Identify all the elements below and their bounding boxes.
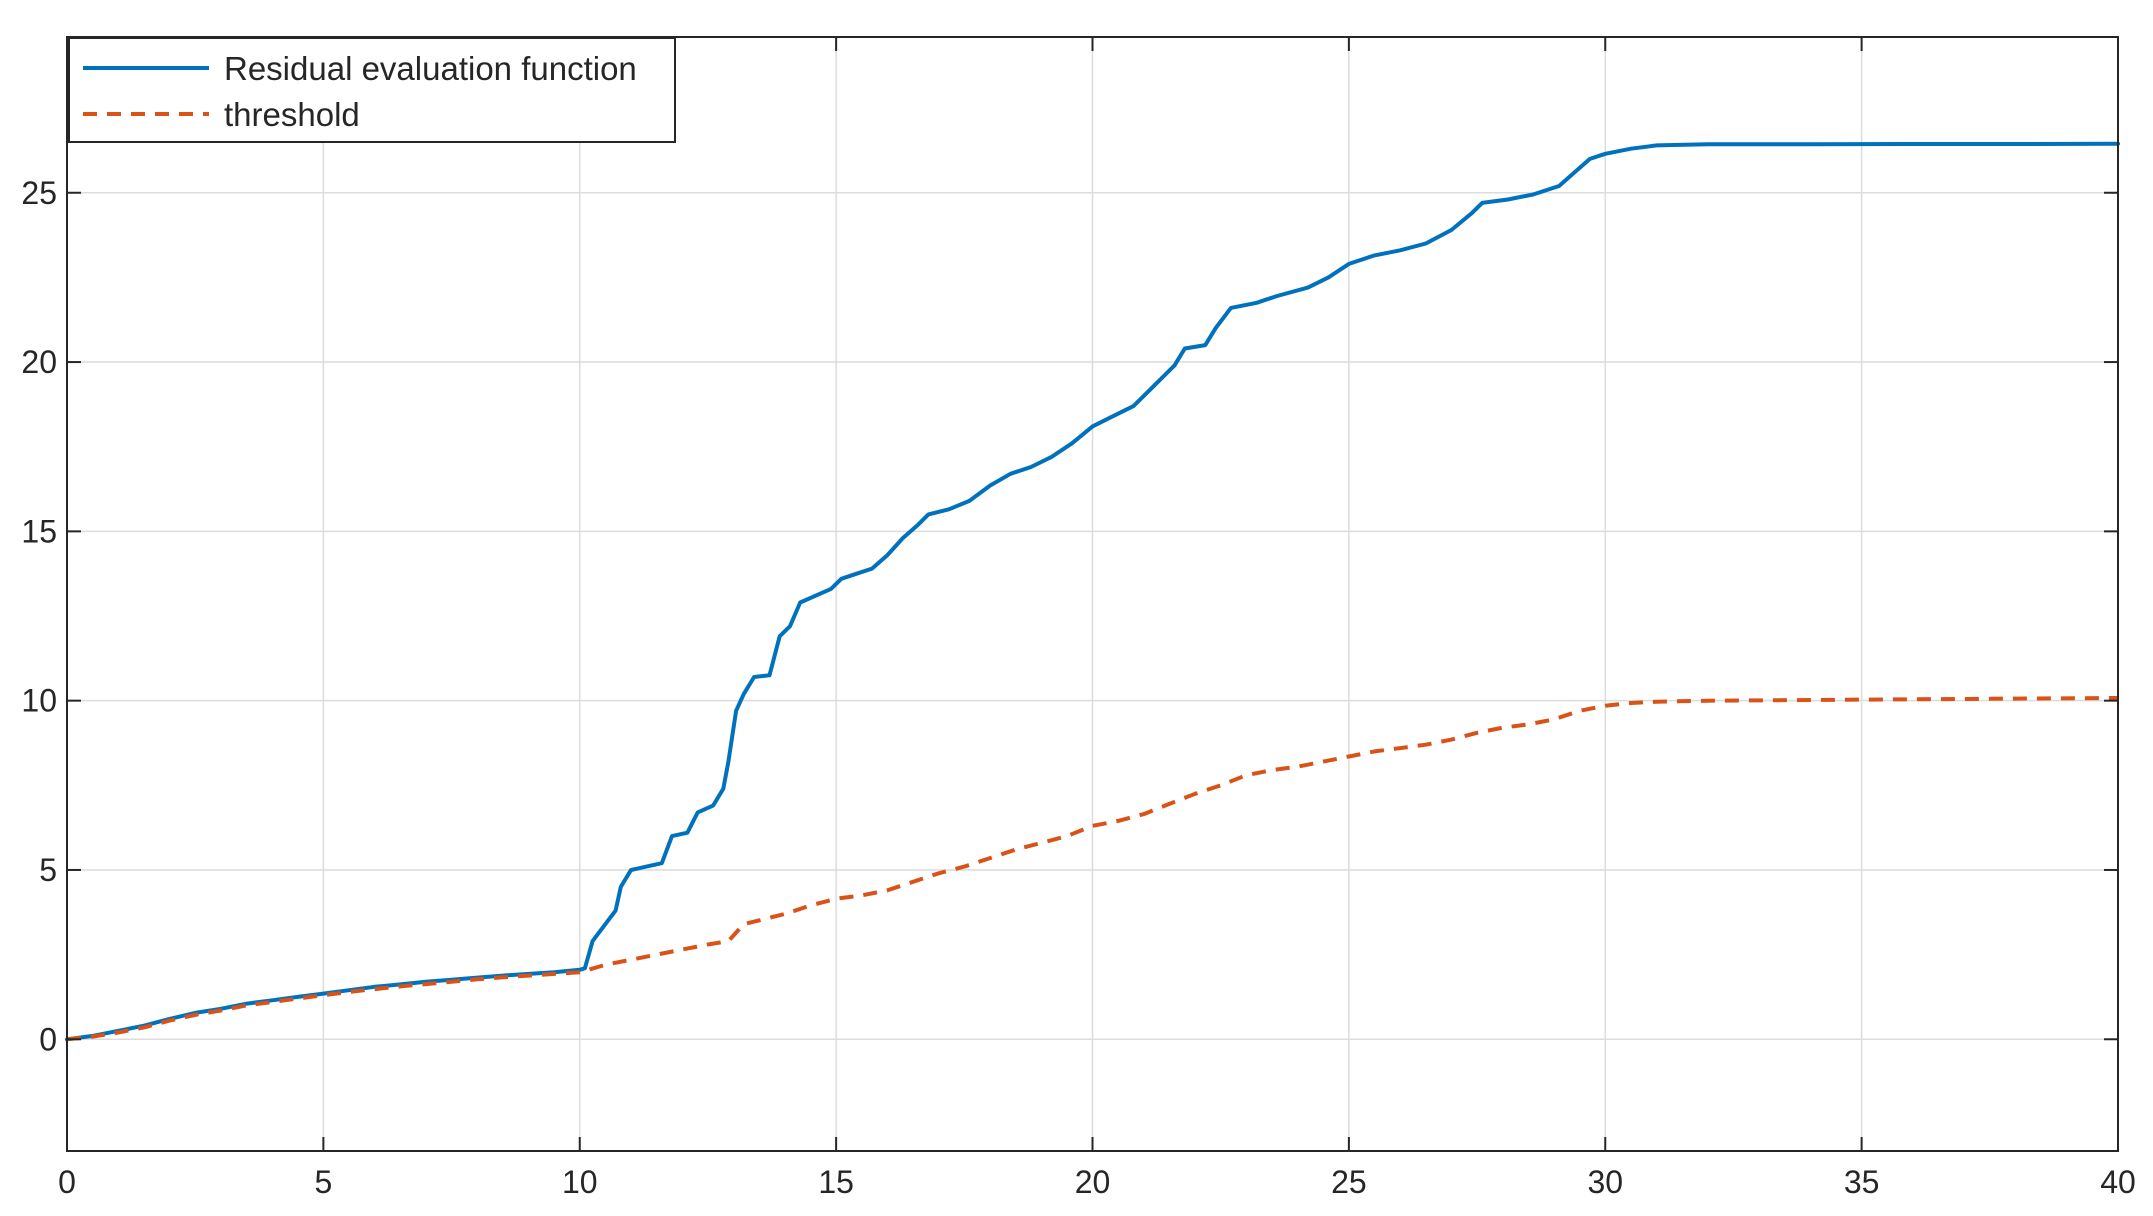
y-tick-label: 0 xyxy=(39,1021,57,1057)
grid-lines xyxy=(67,37,2118,1151)
series-lines xyxy=(65,141,2120,1042)
y-tick-label: 20 xyxy=(21,344,57,380)
x-tick-label: 35 xyxy=(1844,1164,1880,1200)
legend-label: threshold xyxy=(224,96,360,133)
legend-label: Residual evaluation function xyxy=(224,50,637,87)
x-tick-label: 30 xyxy=(1587,1164,1623,1200)
x-tick-label: 40 xyxy=(2100,1164,2136,1200)
y-tick-label: 15 xyxy=(21,513,57,549)
x-tick-label: 25 xyxy=(1331,1164,1367,1200)
x-tick-label: 5 xyxy=(314,1164,332,1200)
x-tick-label: 0 xyxy=(58,1164,76,1200)
legend: Residual evaluation function threshold xyxy=(68,37,676,143)
y-tick-label: 10 xyxy=(21,683,57,719)
threshold-line xyxy=(66,696,2119,1042)
legend-box xyxy=(68,37,676,143)
axis-ticks: 0 5 10 15 20 25 30 35 40 0 5 10 15 20 25 xyxy=(21,37,2136,1200)
x-tick-label: 20 xyxy=(1075,1164,1111,1200)
x-tick-label: 15 xyxy=(818,1164,854,1200)
y-tick-label: 25 xyxy=(21,175,57,211)
x-tick-label: 10 xyxy=(562,1164,598,1200)
y-tick-label: 5 xyxy=(39,852,57,888)
